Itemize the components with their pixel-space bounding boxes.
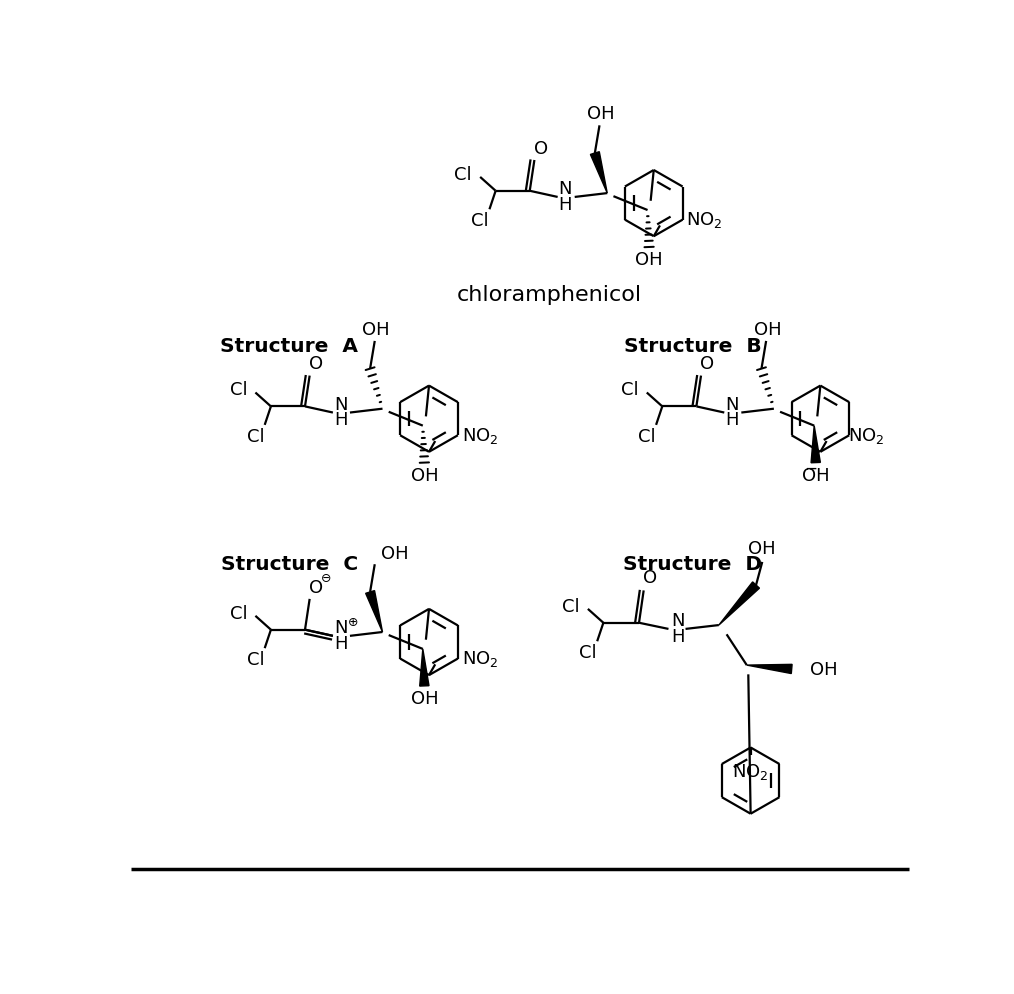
Text: Structure  A: Structure A — [220, 337, 359, 356]
Text: N: N — [334, 618, 348, 637]
Text: $\oplus$: $\oplus$ — [348, 616, 359, 629]
Text: chloramphenicol: chloramphenicol — [456, 284, 642, 304]
Text: OH: OH — [411, 690, 438, 708]
Text: N: N — [671, 612, 684, 630]
Text: OH: OH — [810, 660, 838, 678]
Text: Structure  D: Structure D — [623, 555, 762, 574]
Text: OH: OH — [587, 105, 614, 123]
Text: Cl: Cl — [638, 427, 656, 445]
Polygon shape — [366, 591, 382, 632]
Polygon shape — [746, 665, 792, 674]
Text: Cl: Cl — [472, 212, 489, 230]
Polygon shape — [590, 152, 607, 194]
Polygon shape — [719, 582, 759, 625]
Text: N: N — [559, 180, 572, 198]
Text: $\ominus$: $\ominus$ — [319, 572, 331, 584]
Text: Cl: Cl — [229, 381, 247, 399]
Text: NO$_2$: NO$_2$ — [686, 210, 723, 230]
Polygon shape — [420, 649, 429, 687]
Text: O: O — [700, 355, 714, 373]
Text: Structure  B: Structure B — [624, 337, 762, 356]
Text: OH: OH — [753, 320, 782, 338]
Text: Cl: Cl — [246, 427, 265, 445]
Text: OH: OH — [748, 540, 776, 558]
Text: OH: OH — [411, 466, 438, 484]
Text: Cl: Cl — [229, 604, 247, 622]
Text: OH: OH — [636, 251, 663, 269]
Text: OH: OH — [362, 320, 390, 338]
Text: NO$_2$: NO$_2$ — [732, 760, 769, 781]
Text: H: H — [559, 196, 572, 214]
Text: H: H — [334, 634, 348, 652]
Text: Cl: Cl — [562, 597, 580, 615]
Text: N: N — [725, 396, 739, 414]
Polygon shape — [811, 426, 820, 463]
Text: H: H — [671, 627, 684, 645]
Text: O: O — [309, 578, 322, 596]
Text: Cl: Cl — [621, 381, 639, 399]
Text: H: H — [334, 412, 348, 429]
Text: Cl: Cl — [246, 650, 265, 668]
Text: O: O — [309, 355, 322, 373]
Text: Cl: Cl — [579, 643, 596, 661]
Text: NO$_2$: NO$_2$ — [461, 425, 498, 445]
Text: O̅H: O̅H — [802, 466, 829, 484]
Text: N: N — [334, 396, 348, 414]
Text: Cl: Cl — [454, 166, 472, 184]
Text: Structure  C: Structure C — [221, 555, 358, 574]
Text: OH: OH — [381, 544, 409, 563]
Text: H: H — [725, 412, 739, 429]
Text: NO$_2$: NO$_2$ — [461, 648, 498, 669]
Text: NO$_2$: NO$_2$ — [848, 425, 884, 445]
Text: O: O — [533, 139, 548, 157]
Text: O: O — [643, 568, 657, 585]
